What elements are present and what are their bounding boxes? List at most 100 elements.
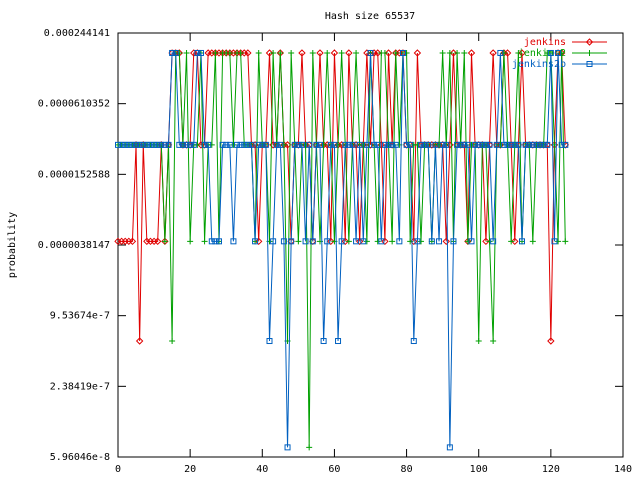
point — [450, 238, 457, 245]
point — [298, 141, 305, 148]
point — [288, 49, 295, 56]
point — [468, 238, 475, 245]
point — [219, 141, 226, 148]
point — [280, 141, 287, 148]
point — [496, 141, 505, 149]
point — [341, 237, 349, 246]
point — [371, 141, 378, 148]
point — [547, 49, 554, 56]
point — [356, 141, 363, 148]
point — [522, 141, 529, 148]
point — [288, 238, 295, 245]
point — [414, 141, 421, 148]
point — [237, 49, 244, 56]
series-line — [118, 52, 566, 448]
point — [330, 49, 339, 57]
point — [324, 49, 331, 56]
point — [323, 141, 331, 149]
x-tick-label: 40 — [256, 464, 268, 475]
point — [241, 141, 248, 148]
point — [540, 141, 547, 148]
point — [327, 237, 335, 246]
point — [353, 49, 360, 56]
point — [176, 141, 183, 148]
point — [403, 141, 410, 148]
point — [194, 141, 201, 148]
point — [302, 238, 309, 245]
chart-title: Hash size 65537 — [325, 11, 415, 22]
point — [511, 141, 518, 148]
point — [479, 141, 486, 148]
point — [169, 49, 176, 56]
point — [183, 49, 190, 56]
point — [244, 49, 252, 57]
y-tick-label: 9.53674e-7 — [50, 311, 110, 322]
y-tick-label: 0.0000038147 — [38, 240, 110, 251]
y-tick-label: 0.000244141 — [44, 28, 110, 39]
point — [558, 141, 565, 148]
point — [153, 237, 162, 246]
point — [345, 49, 353, 57]
point — [205, 141, 212, 148]
point — [392, 49, 399, 56]
point — [176, 49, 183, 56]
point — [493, 141, 500, 148]
point — [425, 141, 432, 148]
point — [381, 49, 388, 56]
point — [410, 338, 417, 345]
plot-border — [117, 32, 624, 458]
point — [385, 141, 392, 148]
point — [161, 238, 168, 245]
point — [295, 238, 302, 245]
point — [338, 49, 345, 56]
point — [544, 141, 551, 148]
point — [363, 49, 371, 57]
point — [349, 141, 356, 148]
point — [324, 238, 331, 245]
point — [197, 49, 204, 56]
point — [255, 141, 262, 148]
point — [140, 141, 147, 148]
point — [399, 49, 406, 56]
point — [467, 49, 476, 57]
point — [439, 49, 446, 56]
point — [446, 49, 453, 56]
point — [367, 49, 374, 56]
point — [497, 141, 504, 148]
point — [352, 141, 360, 149]
point — [449, 49, 458, 57]
point — [262, 141, 269, 148]
point — [518, 49, 526, 57]
point — [381, 141, 388, 148]
point — [504, 141, 511, 148]
point — [421, 141, 428, 148]
point — [298, 49, 306, 57]
point — [128, 237, 137, 246]
point — [254, 237, 263, 246]
legend-marker — [586, 50, 593, 56]
point — [443, 141, 450, 148]
point — [428, 238, 435, 245]
point — [277, 141, 284, 148]
point — [482, 141, 489, 148]
point — [446, 444, 453, 451]
point — [179, 141, 186, 148]
point — [234, 141, 241, 148]
point — [526, 141, 533, 148]
point — [381, 237, 389, 246]
point — [515, 49, 522, 56]
point — [407, 141, 414, 148]
point — [508, 238, 515, 245]
point — [363, 238, 370, 245]
point — [389, 141, 396, 148]
point — [208, 238, 215, 245]
point — [115, 141, 121, 148]
point — [500, 141, 507, 148]
legend-label: jenkins2b — [512, 59, 566, 70]
point — [169, 338, 176, 345]
point — [270, 49, 277, 56]
point — [335, 338, 342, 345]
point — [403, 49, 410, 56]
point — [230, 238, 237, 245]
